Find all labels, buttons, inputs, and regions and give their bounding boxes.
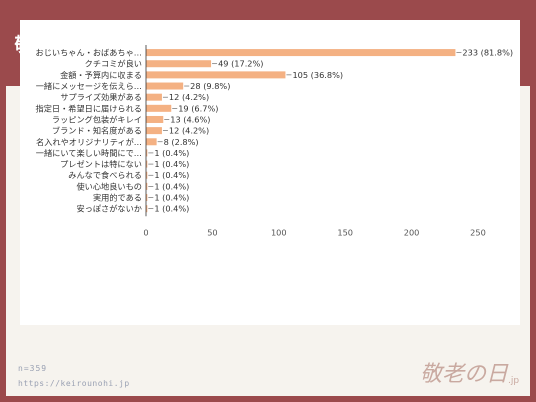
category-label: 指定日・希望日に届けられる — [36, 103, 142, 113]
category-label: 金額・予算内に収まる — [60, 70, 142, 80]
bar-chart: おじいちゃん・おばあちゃ… 233 (81.8%) クチコミが良い 49 (17.2%… — [36, 45, 513, 237]
value-label: 8 (2.8%) — [164, 137, 199, 147]
value-label: 233 (81.8%) — [462, 48, 513, 58]
value-label: 1 (0.4%) — [154, 181, 189, 191]
value-label: 1 (0.4%) — [154, 148, 189, 158]
x-tick-label: 150 — [337, 227, 353, 237]
value-label: 12 (4.2%) — [169, 92, 209, 102]
x-tick-label: 50 — [207, 227, 217, 237]
value-label: 1 (0.4%) — [154, 159, 189, 169]
category-label: みんなで食べられる — [68, 170, 142, 180]
x-tick-label: 100 — [271, 227, 287, 237]
value-label: 19 (6.7%) — [178, 103, 218, 113]
value-label: 1 (0.4%) — [154, 204, 189, 214]
bar — [146, 71, 286, 79]
chart-panel — [20, 20, 520, 325]
value-label: 12 (4.2%) — [169, 126, 209, 136]
category-label: 実用的である — [93, 193, 142, 203]
bar — [146, 194, 148, 202]
category-label: 使い心地良いもの — [76, 181, 142, 191]
category-label: 安っぽさがないか — [76, 204, 142, 214]
bar — [146, 127, 162, 135]
bar — [146, 104, 172, 112]
category-label: クチコミが良い — [85, 59, 142, 69]
bar — [146, 171, 148, 179]
category-label: おじいちゃん・おばあちゃ… — [36, 48, 142, 58]
bar — [146, 82, 184, 90]
bar — [146, 138, 157, 146]
bar — [146, 49, 456, 57]
x-tick-label: 250 — [470, 227, 486, 237]
site-url[interactable]: https://keirounohi.jp — [18, 379, 130, 388]
category-label: プレゼントは特にない — [60, 159, 142, 169]
value-label: 1 (0.4%) — [154, 193, 189, 203]
value-label: 28 (9.8%) — [190, 81, 230, 91]
category-label: ラッピング包装がキレイ — [52, 114, 142, 124]
sample-size: n=359 — [18, 364, 48, 373]
bar — [146, 149, 148, 157]
bar — [146, 93, 162, 101]
category-label: 名入れやオリジナリティが… — [36, 137, 142, 147]
value-label: 13 (4.6%) — [170, 114, 210, 124]
x-tick-label: 200 — [404, 227, 420, 237]
value-label: 49 (17.2%) — [218, 59, 263, 69]
site-logo: 敬老の日 .jp — [420, 362, 519, 387]
value-label: 105 (36.8%) — [292, 70, 343, 80]
category-label: 一緒にいて楽しい時間にで… — [36, 148, 142, 158]
bar — [146, 160, 148, 168]
bar — [146, 60, 212, 68]
bar — [146, 205, 148, 213]
category-label: サプライズ効果がある — [60, 92, 142, 102]
bar — [146, 182, 148, 190]
x-tick-label: 0 — [143, 227, 148, 237]
logo-suffix: .jp — [508, 376, 519, 386]
value-label: 1 (0.4%) — [154, 170, 189, 180]
logo-text: 敬老の日 — [420, 362, 509, 387]
category-label: 一緒にメッセージを伝えら… — [36, 81, 142, 91]
bar — [146, 115, 164, 123]
category-label: ブランド・知名度がある — [52, 126, 142, 136]
